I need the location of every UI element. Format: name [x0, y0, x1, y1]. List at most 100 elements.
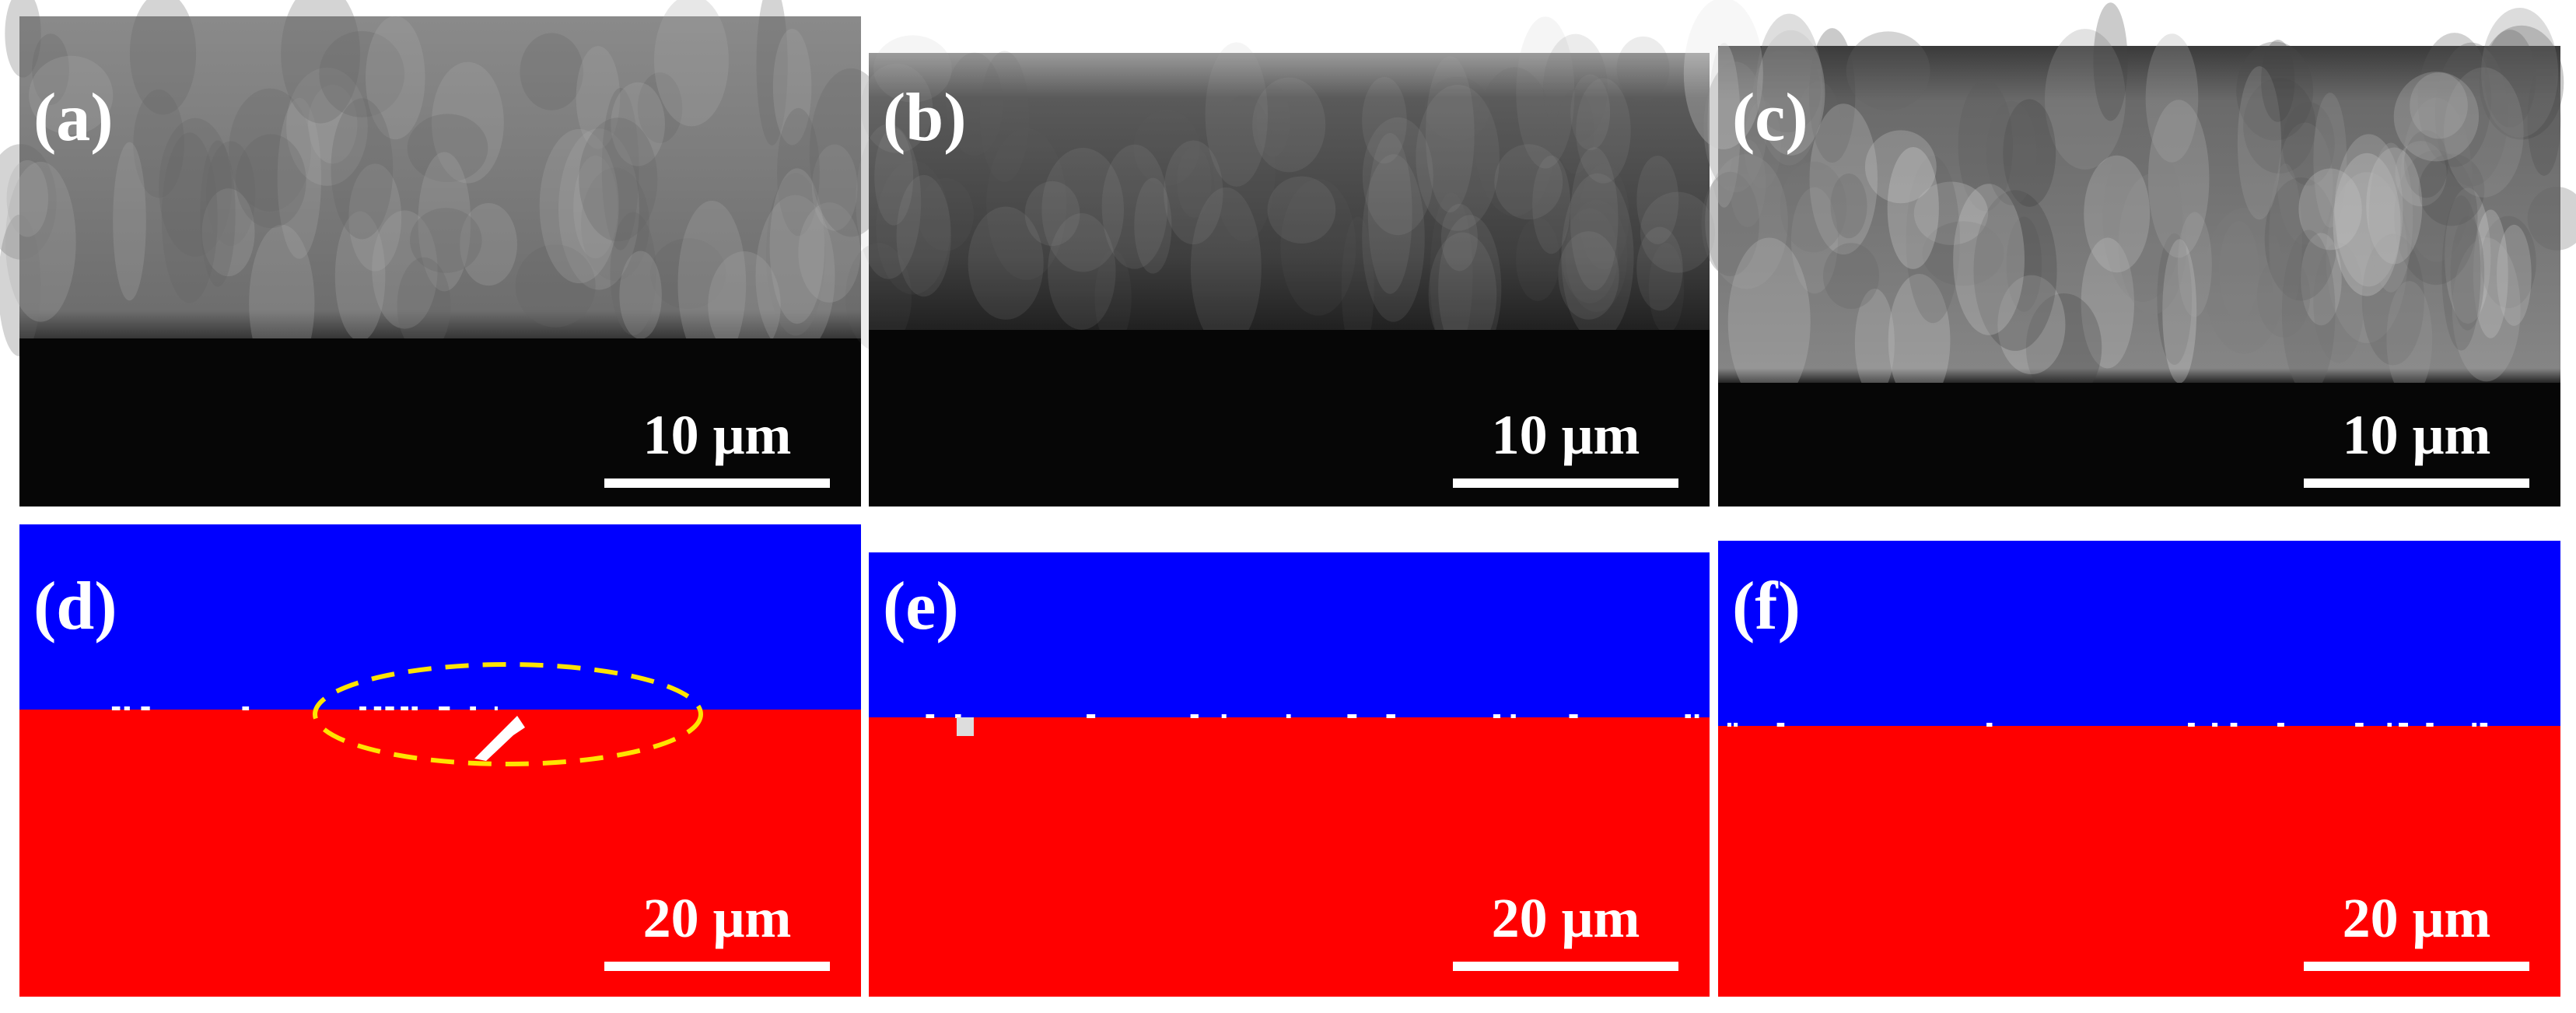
grain — [286, 67, 368, 186]
grain — [1256, 84, 1290, 157]
boundary-speck — [111, 706, 121, 710]
boundary-speck — [2480, 723, 2488, 727]
scale-bar — [2304, 962, 2529, 971]
grain — [520, 33, 583, 110]
grain — [2473, 209, 2508, 338]
grain — [1556, 89, 1594, 174]
panel-label: (b) — [883, 80, 967, 156]
grain — [2481, 8, 2559, 138]
grain — [1822, 243, 1880, 310]
boundary-speck — [1776, 723, 1785, 727]
grain — [397, 257, 451, 354]
grain — [1164, 140, 1223, 245]
boundary-speck — [1734, 723, 1738, 727]
boundary-speck — [444, 706, 450, 710]
grain — [161, 132, 218, 303]
substrate — [869, 330, 1710, 507]
grain — [611, 82, 665, 166]
red-phase — [1718, 726, 2560, 997]
grain — [1213, 94, 1276, 242]
grain — [1888, 274, 1951, 407]
grain — [2084, 155, 2151, 273]
grain — [1362, 117, 1433, 236]
boundary-speck — [2277, 723, 2284, 727]
grain — [769, 168, 825, 324]
panel-label: (f) — [1732, 569, 1801, 644]
boundary-speck — [141, 706, 150, 710]
grain — [2261, 40, 2295, 122]
grain — [2025, 293, 2102, 402]
grain — [2313, 93, 2347, 228]
grain — [576, 46, 621, 149]
grain — [319, 30, 405, 117]
grain — [650, 238, 726, 310]
grain — [1648, 243, 1685, 334]
grain — [201, 188, 255, 277]
grain — [2366, 147, 2423, 265]
grain — [2527, 186, 2576, 251]
grain — [372, 210, 438, 329]
grain — [1267, 176, 1336, 244]
blue-phase — [1718, 541, 2560, 726]
boundary-speck — [1694, 714, 1699, 718]
grain — [2081, 237, 2134, 369]
grain — [2257, 255, 2311, 338]
grain — [2093, 2, 2128, 121]
panel: (f) 20 μm — [1718, 518, 2560, 997]
boundary-speck — [411, 706, 418, 710]
grain — [2434, 42, 2508, 187]
grain — [1727, 237, 1811, 407]
grain — [410, 208, 482, 273]
scale-bar — [1453, 962, 1678, 971]
grain — [1906, 156, 1960, 324]
grain — [1280, 179, 1356, 316]
grain — [1753, 48, 1822, 133]
grain — [772, 28, 812, 145]
grain — [2450, 216, 2485, 331]
boundary-speck — [373, 706, 382, 710]
grain — [2003, 99, 2056, 207]
grain — [1428, 232, 1497, 357]
grain — [1922, 221, 2004, 286]
grain — [1729, 139, 1766, 228]
grain — [637, 72, 683, 143]
scale-bar-label: 20 μm — [1492, 887, 1640, 949]
grain — [133, 89, 184, 198]
grain — [2334, 134, 2403, 287]
grain — [1913, 181, 1989, 245]
boundary-speck — [2472, 723, 2477, 727]
grain — [708, 251, 781, 359]
grain — [1796, 81, 1842, 170]
grain — [515, 244, 596, 328]
grain — [2298, 168, 2362, 251]
boundary-speck — [2188, 723, 2195, 727]
scale-bar-label: 20 μm — [643, 887, 792, 949]
grain — [1755, 13, 1823, 166]
grain — [874, 128, 914, 226]
grain — [1133, 110, 1200, 186]
boundary-speck — [1493, 714, 1501, 718]
grain — [2157, 233, 2193, 365]
grain — [418, 152, 471, 292]
grain — [1542, 33, 1608, 142]
blue-phase — [19, 524, 861, 710]
grain — [1958, 79, 2013, 212]
grain — [200, 140, 236, 287]
grain — [1756, 30, 1825, 156]
grain — [2445, 188, 2491, 324]
boundary-speck — [2212, 723, 2218, 727]
grain — [876, 160, 950, 295]
grain — [986, 128, 1067, 280]
boundary-speck — [1727, 723, 1732, 727]
scale-bar-label: 10 μm — [1492, 404, 1640, 466]
grain — [236, 134, 306, 229]
red-phase — [19, 710, 861, 997]
grain — [2480, 216, 2536, 309]
grain — [2386, 281, 2433, 398]
grain — [1190, 187, 1262, 349]
grain — [2333, 152, 2401, 296]
boundary-speck — [2426, 723, 2434, 727]
grain — [2417, 33, 2491, 167]
grain — [1416, 84, 1500, 231]
grain — [1997, 275, 2066, 375]
